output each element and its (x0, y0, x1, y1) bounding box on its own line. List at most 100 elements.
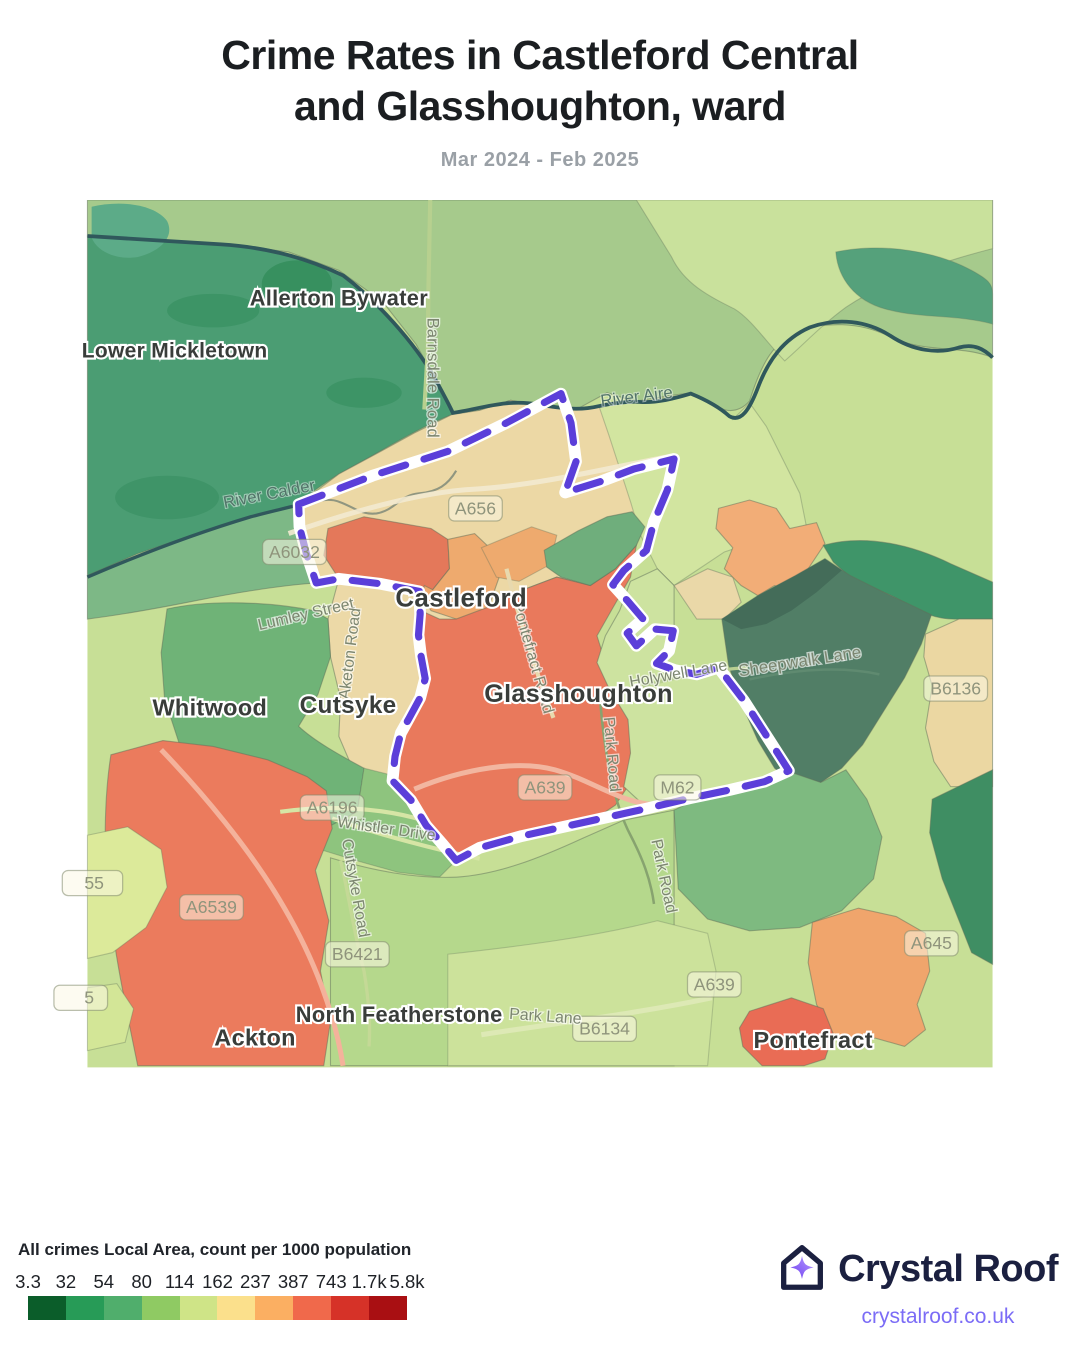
legend-swatch (331, 1296, 370, 1320)
svg-text:A6196: A6196 (307, 797, 358, 817)
legend-tick-label: 114 (164, 1271, 195, 1292)
legend-title: All crimes Local Area, count per 1000 po… (18, 1240, 412, 1259)
brand-name: Crystal Roof (838, 1248, 1058, 1290)
road-label-barnsdale: Barnsdale Road (424, 318, 443, 438)
title-line2: and Glasshoughton, ward (294, 83, 786, 130)
shield-a645: A645 (903, 930, 959, 957)
legend-tick-label: 743 (315, 1271, 347, 1292)
region-holywell-cream (673, 568, 742, 620)
place-castleford: Castleford (395, 582, 527, 612)
region-center-green (543, 511, 646, 587)
brand-block: Crystal Roof crystalroof.co.uk (758, 1241, 1058, 1329)
ward-boundary-dash (295, 390, 793, 864)
shield-b6421: B6421 (324, 941, 390, 968)
legend-ticks: 3.3 32 54 80 114 162 237 387 743 1.7k 5.8k (15, 1271, 428, 1292)
place-north-featherstone: North Featherstone (296, 1002, 503, 1027)
legend-tick-label: 162 (202, 1271, 233, 1292)
region-right-dark (929, 769, 994, 966)
legend: All crimes Local Area, count per 1000 po… (15, 1240, 428, 1320)
legend-tick-label: 32 (55, 1271, 77, 1292)
svg-text:55: 55 (84, 873, 104, 893)
svg-text:B6421: B6421 (332, 944, 383, 964)
svg-text:A645: A645 (911, 933, 952, 953)
region-teal-ne (835, 247, 994, 325)
svg-text:B6134: B6134 (579, 1019, 630, 1039)
shield-b6134: B6134 (572, 1015, 638, 1043)
place-allerton-bywater: Allerton Bywater (250, 286, 429, 311)
road-a6539 (159, 748, 346, 1067)
svg-text:A639: A639 (694, 974, 735, 994)
road-a656 (287, 453, 675, 536)
shield-b6136: B6136 (923, 675, 989, 702)
legend-swatch (103, 1296, 142, 1320)
svg-text:A6539: A6539 (186, 897, 237, 917)
road-cutsyke (338, 860, 372, 1047)
rivers (86, 234, 994, 579)
road-sheepwalk (749, 668, 880, 681)
road-barnsdale (422, 199, 433, 410)
legend-swatch (141, 1296, 180, 1320)
shield-a6032: A6032 (261, 538, 327, 566)
title-line1: Crime Rates in Castleford Central (221, 32, 859, 78)
legend-tick-label: 387 (277, 1271, 309, 1292)
road-a639 (413, 763, 671, 808)
place-pontefract: Pontefract (754, 1027, 873, 1053)
legend-tick-label: 5.8k (389, 1271, 425, 1292)
river-calder (86, 501, 305, 579)
legend-swatch (293, 1296, 332, 1320)
legend-tick-label: 237 (239, 1271, 271, 1292)
shield-a656: A656 (448, 495, 503, 522)
svg-text:A6032: A6032 (269, 542, 320, 562)
svg-text:B6136: B6136 (930, 678, 981, 698)
shield-a639-south: A639 (686, 971, 742, 998)
crystal-roof-logo-icon (775, 1241, 829, 1298)
shield-a6196: A6196 (299, 794, 365, 821)
region-sheepwalk-dark (721, 558, 842, 630)
region-b6136 (923, 618, 994, 788)
road-park (599, 702, 656, 905)
brand-url-link[interactable]: crystalroof.co.uk (861, 1305, 1015, 1328)
place-lower-mickletown: Lower Mickletown (82, 340, 268, 363)
region-mickletown-blob (326, 377, 402, 408)
region-pontefract-red (738, 997, 834, 1067)
region-mickletown-blob (167, 293, 260, 328)
svg-text:M62: M62 (660, 777, 694, 797)
shield-a6539: A6539 (179, 894, 244, 921)
legend-tick-label: 54 (93, 1271, 115, 1292)
region-left-pocket (86, 826, 168, 960)
place-labels: Allerton Bywater Lower Mickletown Castle… (80, 283, 875, 1055)
svg-text:A639: A639 (524, 777, 565, 797)
place-ackton: Ackton (214, 1025, 296, 1051)
svg-text:5: 5 (84, 988, 94, 1008)
legend-swatch (65, 1296, 104, 1320)
legend-tick-label: 3.3 (15, 1271, 41, 1292)
map-svg: A656 A6032 A6196 A6539 B6421 B6134 A639 … (53, 199, 994, 1068)
page-title: Crime Rates in Castleford Central and Gl… (0, 30, 1080, 133)
footer: All crimes Local Area, count per 1000 po… (0, 1235, 1080, 1350)
shield-partial-5: 5 (53, 984, 109, 1012)
shield-m62: M62 (653, 774, 702, 801)
header: Crime Rates in Castleford Central and Gl… (0, 0, 1080, 200)
place-glasshoughton: Glasshoughton (484, 680, 673, 708)
shield-a655-partial: 55 (61, 869, 124, 897)
legend-swatch (217, 1296, 256, 1320)
ward-boundary (292, 387, 795, 867)
road-shields: A656 A6032 A6196 A6539 B6421 B6134 A639 … (53, 495, 989, 1043)
shield-a639-west: A639 (517, 774, 573, 801)
map-regions (86, 199, 994, 1067)
legend-tick-label: 80 (131, 1271, 152, 1292)
road-pontefract (504, 568, 556, 719)
legend-swatch (28, 1296, 66, 1320)
region-mickletown-lake (91, 203, 170, 258)
river-calder-meander (303, 470, 458, 515)
crime-map: A656 A6032 A6196 A6539 B6421 B6134 A639 … (0, 199, 1080, 1235)
legend-swatch (369, 1296, 407, 1320)
legend-swatch (255, 1296, 294, 1320)
place-cutsyke: Cutsyke (300, 692, 397, 719)
date-range: Mar 2024 - Feb 2025 (440, 148, 640, 171)
river-aire (87, 234, 994, 420)
region-mickletown-blob (115, 475, 220, 520)
legend-bar (28, 1296, 428, 1320)
svg-text:A656: A656 (455, 498, 496, 518)
legend-swatch (179, 1296, 218, 1320)
